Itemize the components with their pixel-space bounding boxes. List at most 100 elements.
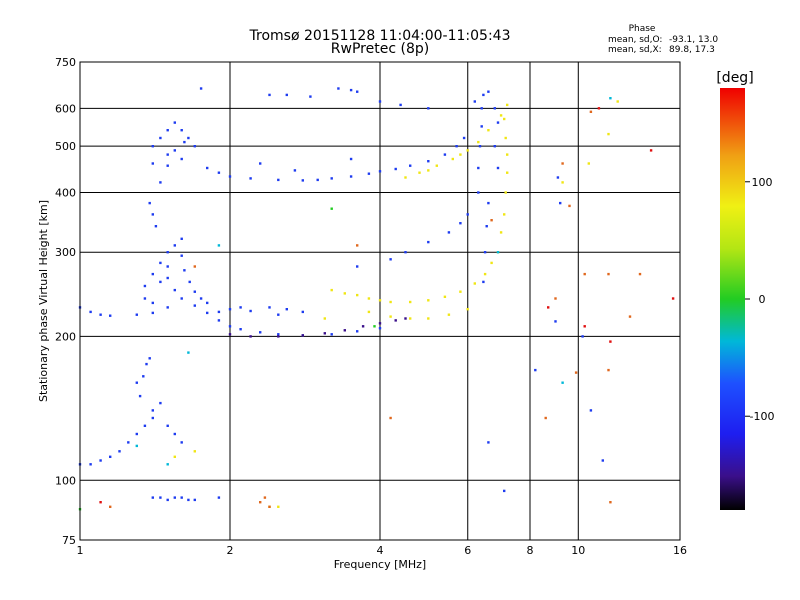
- data-point: [154, 225, 158, 228]
- data-point: [301, 334, 304, 337]
- data-point: [493, 107, 496, 110]
- x-tick-label: 16: [673, 544, 687, 557]
- data-point: [409, 300, 412, 304]
- data-point: [228, 175, 232, 178]
- data-point: [483, 251, 487, 254]
- data-point: [583, 325, 586, 328]
- data-point: [427, 317, 430, 320]
- phase-info-x-values: 89.8, 17.3: [669, 45, 715, 55]
- data-point: [268, 505, 271, 508]
- data-point: [483, 272, 487, 276]
- y-axis-label: Stationary phase Virtual Height [km]: [37, 200, 50, 402]
- data-point: [427, 299, 430, 302]
- data-point: [459, 153, 462, 156]
- data-point: [389, 416, 392, 420]
- data-point: [151, 416, 154, 420]
- data-point: [480, 125, 483, 128]
- data-point: [427, 169, 430, 172]
- data-point: [466, 308, 469, 311]
- data-point: [466, 213, 469, 216]
- data-point: [151, 272, 154, 276]
- data-point: [361, 325, 365, 328]
- data-point: [173, 288, 176, 292]
- data-point: [477, 140, 480, 144]
- data-point: [330, 177, 333, 180]
- colorbar-tick-label: -100: [750, 410, 775, 423]
- colorbar: [720, 88, 745, 510]
- data-point: [173, 455, 176, 458]
- data-point: [427, 240, 430, 244]
- colorbar-tick-label: 100: [752, 176, 773, 189]
- grid: [80, 62, 680, 540]
- data-point: [199, 87, 203, 90]
- data-point: [193, 498, 196, 502]
- data-point: [206, 301, 209, 305]
- data-point: [166, 306, 169, 309]
- data-point: [316, 178, 319, 182]
- data-point: [337, 87, 340, 90]
- data-point: [285, 93, 288, 97]
- data-point: [183, 140, 186, 144]
- colorbar-ticks: 100 0 -100: [745, 176, 774, 423]
- data-point: [638, 272, 642, 276]
- data-point: [148, 201, 151, 205]
- data-point: [409, 317, 412, 320]
- data-point: [159, 181, 162, 184]
- data-point: [193, 290, 196, 293]
- y-tick-label: 300: [55, 246, 76, 259]
- data-point: [466, 149, 469, 152]
- data-point: [487, 129, 490, 132]
- data-point: [323, 317, 326, 320]
- y-tick-label: 600: [55, 102, 76, 115]
- data-point: [143, 297, 147, 300]
- data-point: [561, 181, 564, 184]
- data-point: [367, 297, 371, 300]
- data-point: [583, 272, 586, 276]
- data-point: [356, 265, 359, 268]
- data-point: [404, 176, 407, 179]
- data-point: [378, 170, 382, 173]
- data-point: [293, 169, 297, 172]
- data-point: [503, 117, 506, 121]
- data-point: [249, 309, 252, 313]
- data-point: [349, 88, 353, 92]
- data-point: [228, 325, 232, 328]
- data-point: [496, 251, 500, 254]
- data-point: [166, 153, 169, 156]
- data-point: [259, 162, 262, 165]
- data-point: [671, 297, 675, 300]
- data-point: [367, 172, 371, 175]
- chart-title: Tromsø 20151128 11:04:00-11:05:43: [249, 28, 511, 44]
- x-axis-label: Frequency [MHz]: [334, 558, 426, 571]
- data-point: [180, 254, 183, 257]
- data-point: [589, 110, 593, 113]
- y-tick-label: 750: [55, 56, 76, 69]
- data-point: [183, 269, 186, 272]
- x-tick-label: 1: [77, 544, 84, 557]
- data-point: [138, 394, 142, 398]
- y-tick-label: 200: [55, 330, 76, 343]
- x-tick-label: 2: [227, 544, 234, 557]
- data-point: [506, 103, 509, 107]
- data-point: [217, 244, 221, 247]
- data-point: [493, 145, 496, 148]
- data-point: [534, 368, 537, 372]
- data-point: [173, 121, 176, 124]
- data-point: [135, 432, 138, 436]
- data-point: [239, 328, 242, 331]
- data-point: [561, 381, 564, 384]
- data-point: [544, 416, 547, 420]
- data-point: [109, 314, 112, 317]
- x-tick-label: 8: [527, 544, 534, 557]
- data-point: [435, 164, 438, 167]
- data-point: [554, 297, 557, 300]
- data-points: [78, 87, 675, 511]
- data-point: [193, 265, 196, 268]
- data-point: [99, 313, 102, 316]
- data-point: [427, 107, 430, 110]
- data-point: [180, 297, 183, 300]
- phase-info-o-values: -93.1, 13.0: [669, 35, 718, 45]
- data-point: [166, 265, 169, 268]
- data-point: [409, 164, 412, 167]
- data-point: [259, 331, 262, 334]
